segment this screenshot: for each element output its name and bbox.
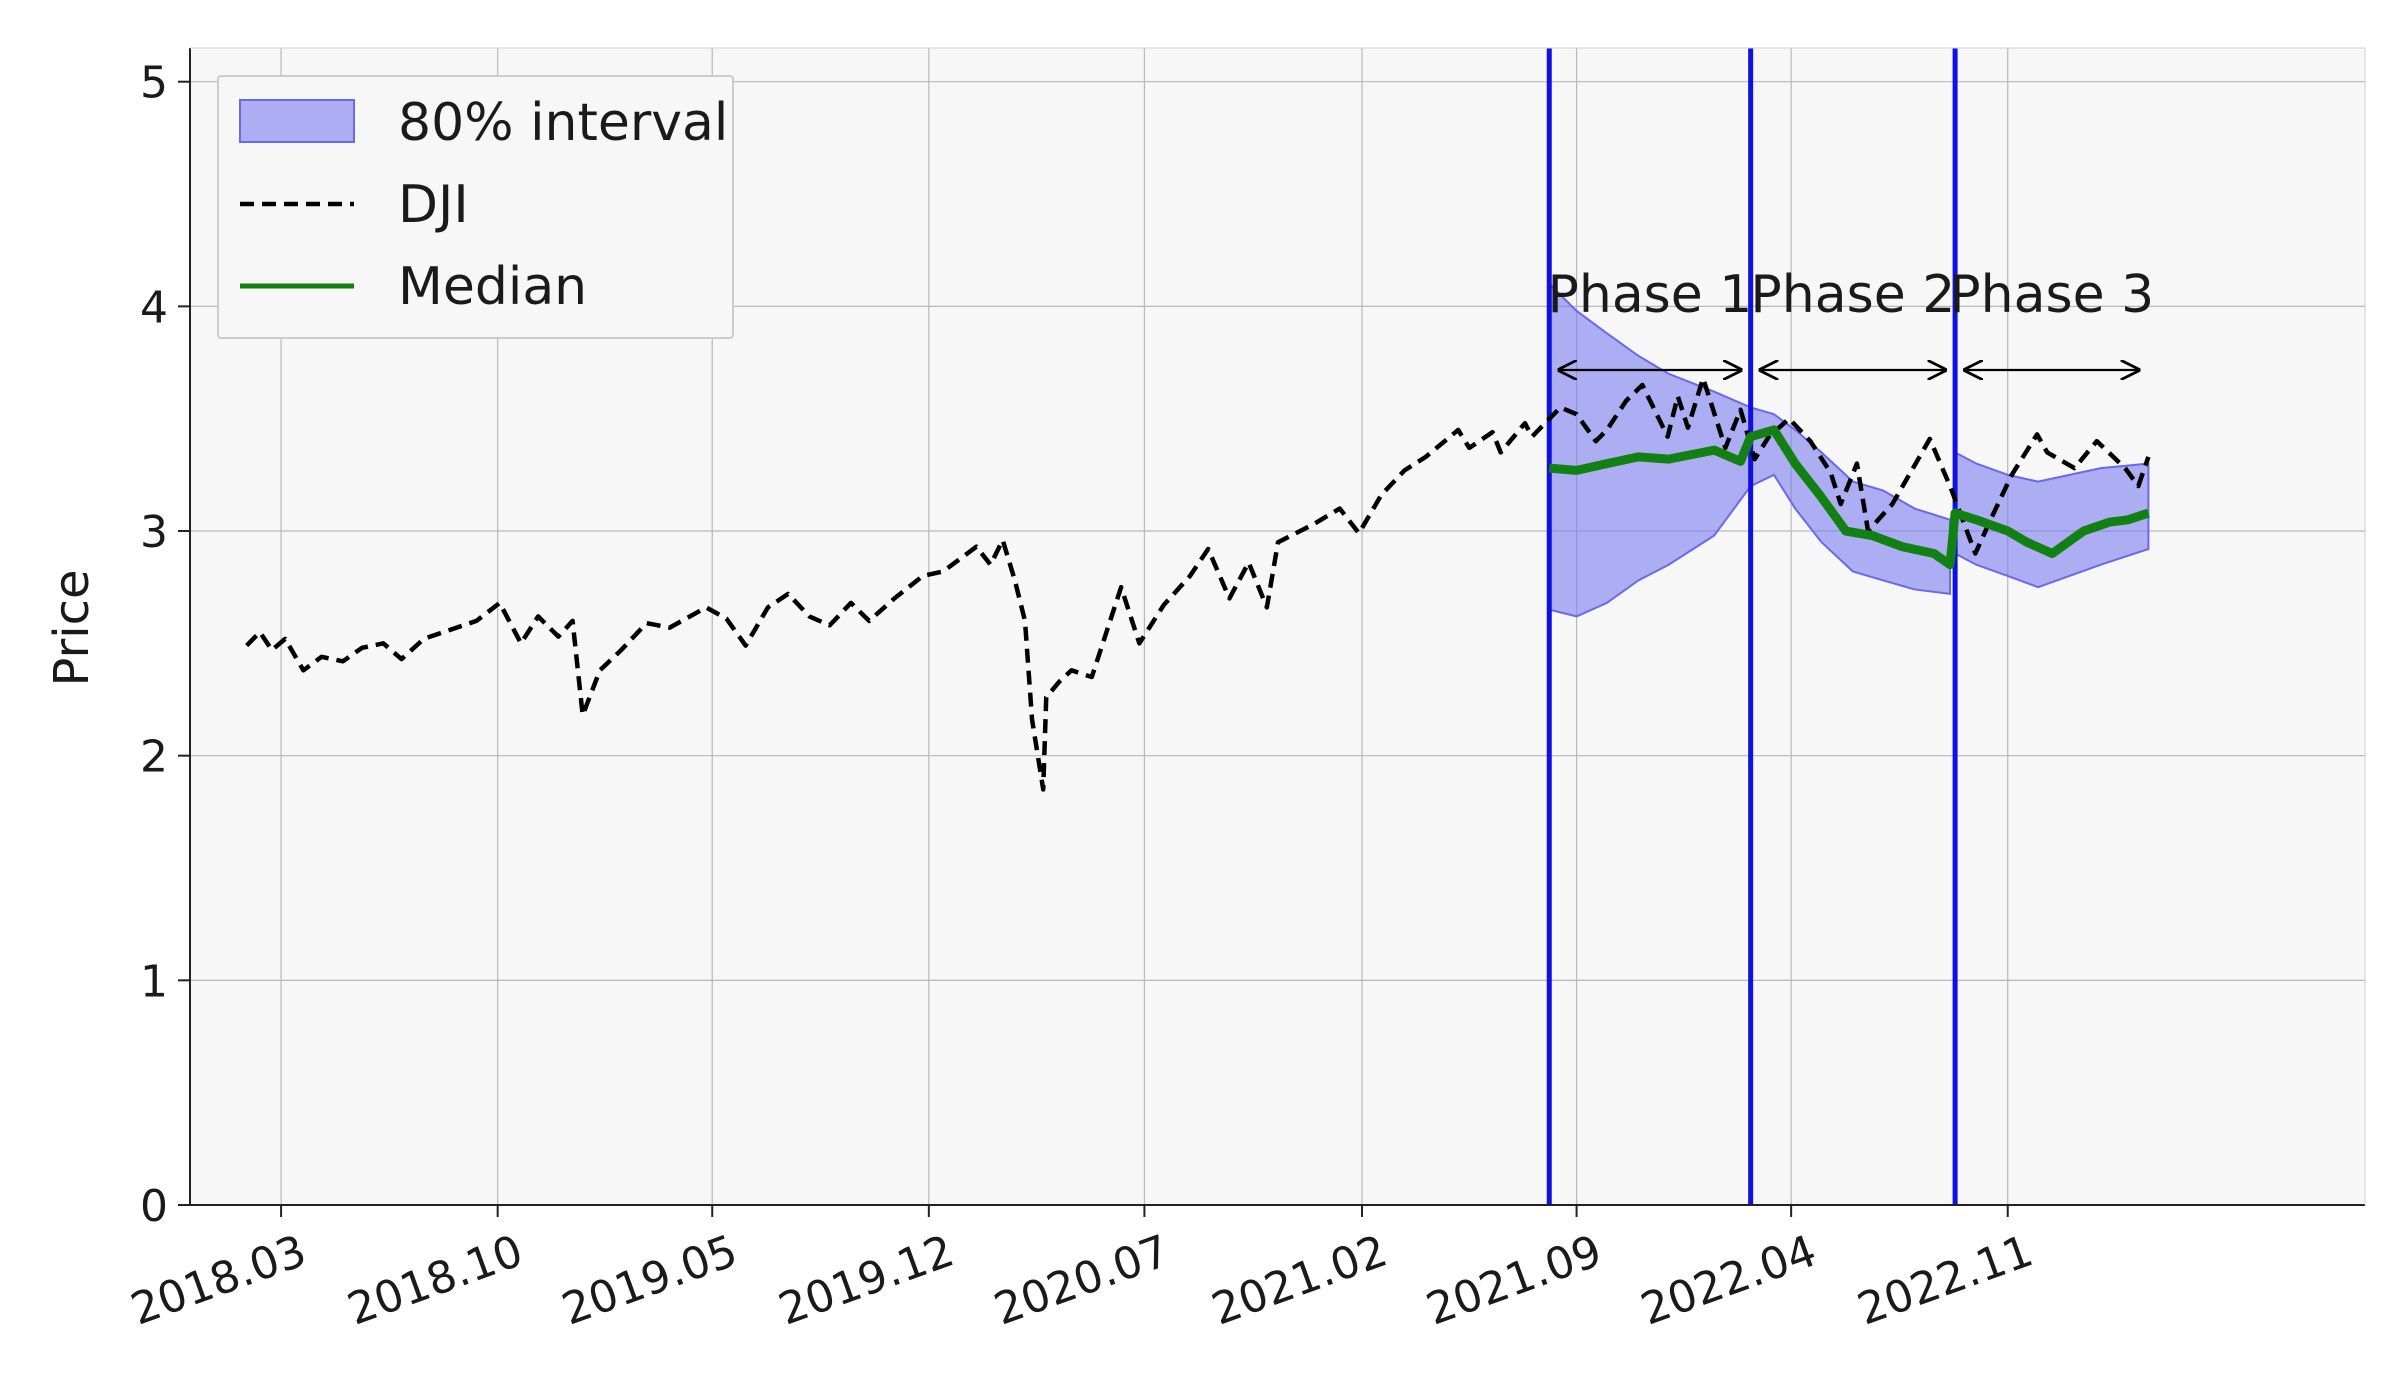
x-tick-label: 2022.04 — [1634, 1225, 1822, 1335]
x-tick-label: 2019.05 — [556, 1225, 744, 1335]
legend-label: 80% interval — [398, 93, 728, 153]
dji-series-line — [245, 376, 2151, 792]
series-layer — [245, 376, 2151, 792]
y-tick-label: 1 — [140, 956, 168, 1007]
x-tick-label: 2021.02 — [1205, 1225, 1393, 1335]
phase-lines-layer — [1546, 48, 1958, 1205]
axes — [178, 47, 2366, 1217]
x-tick-label: 2021.09 — [1420, 1225, 1608, 1335]
x-tick-label: 2019.12 — [772, 1225, 960, 1335]
phase-label: Phase 3 — [1949, 265, 2154, 325]
interval-band — [1954, 450, 2150, 589]
legend-swatch-interval — [239, 99, 355, 143]
y-tick-label: 0 — [140, 1181, 168, 1232]
x-tick-label: 2022.11 — [1851, 1225, 2039, 1335]
phase-label: Phase 1 — [1548, 265, 1753, 325]
legend: 80% interval DJI Median — [217, 75, 734, 339]
legend-label: Median — [398, 257, 587, 317]
median-series-line — [1548, 425, 2150, 570]
y-tick-label: 3 — [140, 507, 168, 558]
phase-label: Phase 2 — [1750, 265, 1955, 325]
y-axis-label: Price — [44, 569, 100, 686]
x-tick-label: 2018.10 — [341, 1225, 529, 1335]
y-tick-label: 5 — [140, 58, 168, 109]
x-tick-label: 2020.07 — [988, 1225, 1176, 1335]
y-tick-label: 2 — [140, 732, 168, 783]
y-tick-label: 4 — [140, 282, 168, 333]
x-tick-label: 2018.03 — [124, 1225, 312, 1335]
legend-label: DJI — [398, 175, 469, 235]
